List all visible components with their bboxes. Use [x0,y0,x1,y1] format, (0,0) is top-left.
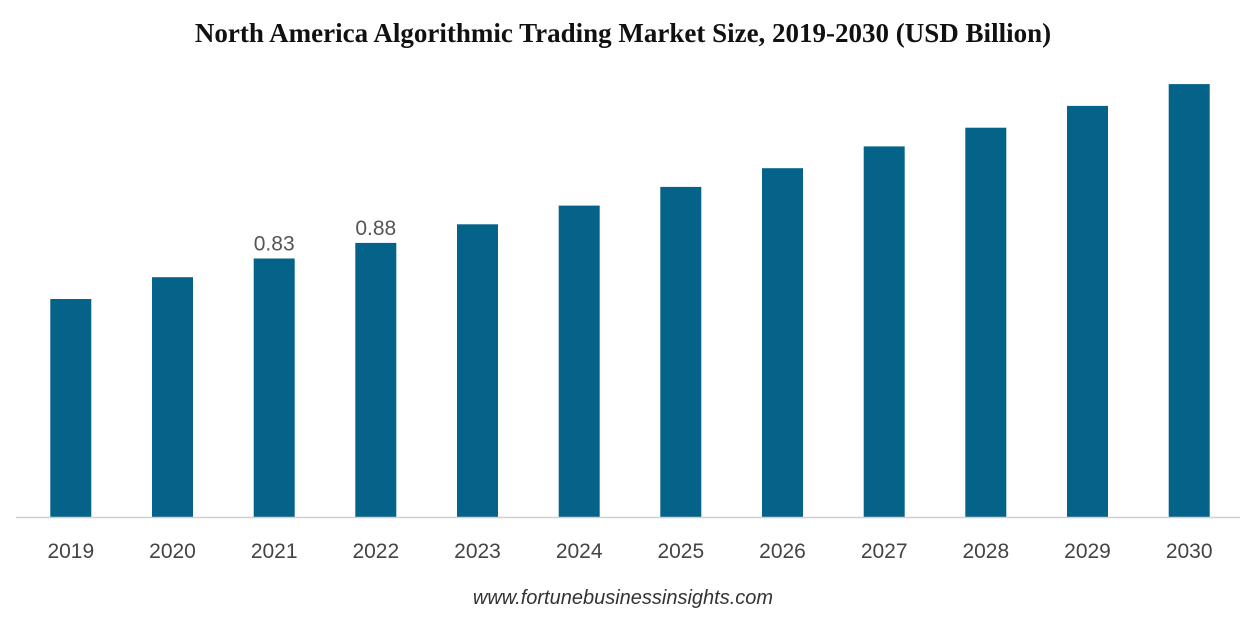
x-tick-label-2019: 2019 [47,540,94,563]
bar-2027 [863,146,905,517]
bar-2024 [558,205,600,517]
bar-2021 [253,258,295,517]
bar-2019 [50,299,92,517]
x-tick-label-2024: 2024 [556,540,603,563]
bar-2029 [1067,105,1108,518]
data-label-2021: 0.83 [254,233,295,256]
x-tick-label-2022: 2022 [352,540,399,563]
x-tick-label-2023: 2023 [454,540,501,563]
bars-layer [50,84,1210,518]
x-tick-label-2028: 2028 [962,540,1009,563]
x-tick-label-2029: 2029 [1064,540,1111,563]
bar-2020 [152,277,193,517]
bar-2025 [660,186,702,517]
bar-2030 [1168,84,1210,517]
source-url: www.fortunebusinessinsights.com [472,587,774,609]
x-tick-label-2025: 2025 [657,540,704,563]
x-tick-label-2020: 2020 [149,540,196,563]
data-label-2022: 0.88 [355,217,396,240]
bar-2026 [762,168,803,517]
bar-2023 [457,224,498,518]
x-tick-label-2030: 2030 [1166,540,1213,563]
bar-2028 [965,127,1007,517]
bar-2022 [355,242,397,517]
x-tick-label-2026: 2026 [759,540,806,563]
x-tick-label-2021: 2021 [251,540,298,563]
x-tick-labels: 2019 2020 2021 2022 2023 2024 2025 2026 2027 2028… [47,540,1212,563]
x-tick-label-2027: 2027 [861,540,908,563]
chart-title: North America Algorithmic Trading Market… [194,18,1052,48]
data-labels: 0.83 0.88 [254,217,396,256]
